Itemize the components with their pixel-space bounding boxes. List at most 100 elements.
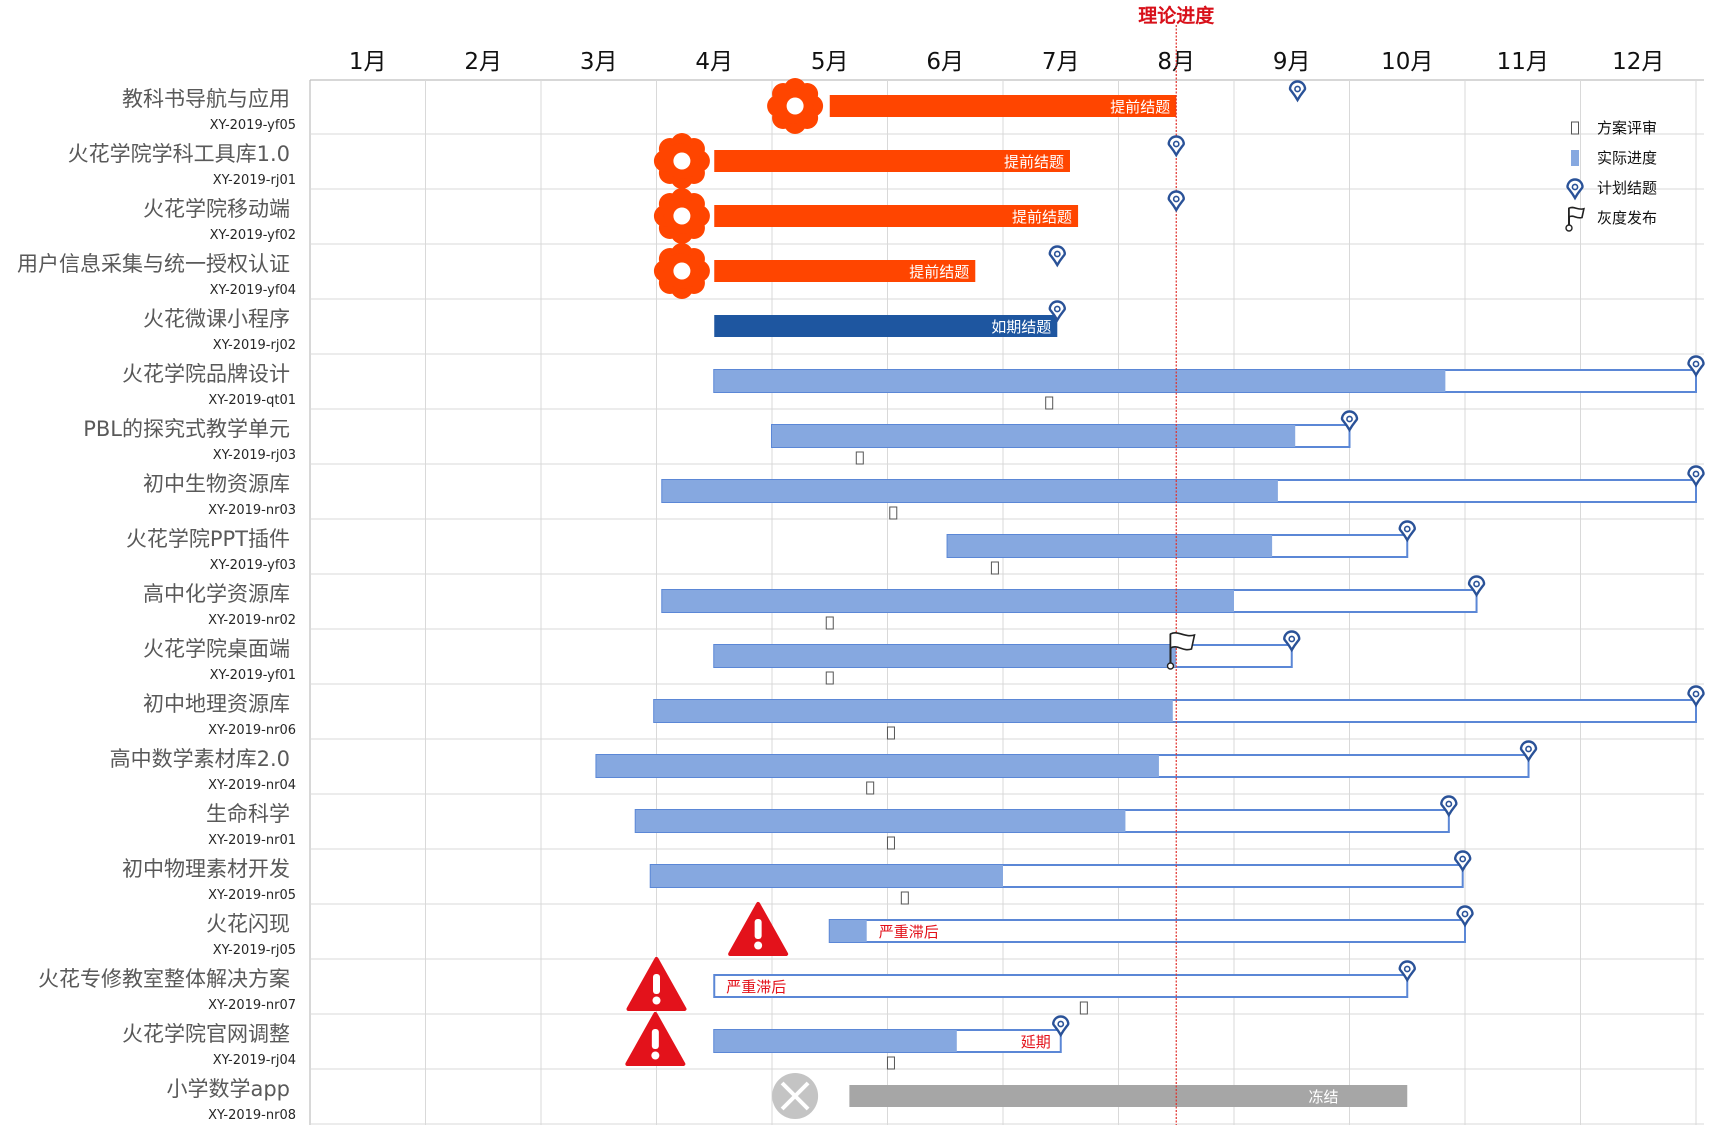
project-bar xyxy=(661,479,1697,503)
month-label: 7月 xyxy=(1042,49,1080,75)
status-label: 提前结题 xyxy=(1004,153,1064,171)
project-name: 火花学院桌面端 xyxy=(143,637,290,661)
actual-progress-bar xyxy=(829,920,867,942)
project-code: XY-2019-rj02 xyxy=(213,338,296,353)
plan-end-pin-icon xyxy=(1340,410,1359,433)
status-label: 延期 xyxy=(1021,1033,1051,1051)
plan-end-pin-icon xyxy=(1288,80,1307,103)
review-marker-icon xyxy=(886,726,895,740)
project-code: XY-2019-yf02 xyxy=(210,228,296,243)
project-name: 初中生物资源库 xyxy=(143,472,290,496)
project-code: XY-2019-yf03 xyxy=(210,558,296,573)
project-bar xyxy=(653,699,1698,723)
actual-progress-bar xyxy=(714,150,1070,172)
progress-swatch-icon xyxy=(1571,150,1579,166)
project-bar: 提前结题 xyxy=(653,188,1079,244)
project-name: 火花学院移动端 xyxy=(143,197,290,221)
project-labels: 教科书导航与应用 XY-2019-yf05 火花学院学科工具库1.0 XY-2019-… xyxy=(17,87,296,1123)
project-code: XY-2019-rj03 xyxy=(213,448,296,463)
actual-progress-bar xyxy=(662,480,1278,502)
review-marker-icon xyxy=(889,506,898,520)
project-bar xyxy=(713,644,1293,668)
flag-icon xyxy=(1565,206,1585,232)
project-bar: 提前结题 xyxy=(653,243,976,299)
month-label: 6月 xyxy=(926,49,964,75)
project-code: XY-2019-yf01 xyxy=(210,668,296,683)
status-label: 如期结题 xyxy=(991,318,1051,336)
legend-label: 灰度发布 xyxy=(1597,209,1657,227)
actual-progress-bar xyxy=(650,865,1003,887)
flower-icon xyxy=(653,243,710,299)
actual-progress-bar xyxy=(714,645,1177,667)
project-bar: 严重滞后 xyxy=(626,957,1409,1011)
project-code: XY-2019-nr07 xyxy=(208,998,296,1013)
review-marker-icon xyxy=(990,561,999,575)
actual-progress-bar xyxy=(829,95,1177,117)
status-label: 严重滞后 xyxy=(879,923,939,941)
actual-progress-bar xyxy=(714,1030,957,1052)
project-bar xyxy=(713,369,1697,393)
actual-progress-bar xyxy=(714,315,1058,337)
project-name: 火花学院品牌设计 xyxy=(122,362,290,386)
frozen-icon xyxy=(772,1073,819,1119)
review-marker-icon xyxy=(1571,121,1579,135)
plan-end-pin-icon xyxy=(1467,575,1486,598)
project-bar: 如期结题 xyxy=(714,315,1058,337)
month-label: 12月 xyxy=(1612,49,1664,75)
warning-icon xyxy=(728,902,789,956)
month-label: 11月 xyxy=(1497,49,1549,75)
project-name: 火花学院官网调整 xyxy=(122,1022,290,1046)
project-name: 火花专修教室整体解决方案 xyxy=(38,967,290,991)
project-name: 火花闪现 xyxy=(206,912,290,936)
flag-icon xyxy=(1166,632,1196,670)
project-name: 高中化学资源库 xyxy=(143,582,290,606)
legend-label: 实际进度 xyxy=(1597,149,1657,167)
project-code: XY-2019-yf05 xyxy=(210,118,296,133)
project-bar xyxy=(661,589,1478,613)
project-bar: 冻结 xyxy=(772,1073,1408,1119)
plan-end-pin-icon xyxy=(1566,178,1584,201)
plan-end-pin-icon xyxy=(1048,245,1066,268)
project-bar xyxy=(771,424,1351,448)
month-label: 2月 xyxy=(464,49,502,75)
project-name: 用户信息采集与统一授权认证 xyxy=(17,252,290,276)
actual-progress-bar xyxy=(947,535,1273,557)
actual-progress-bar xyxy=(714,370,1446,392)
project-name: 教科书导航与应用 xyxy=(122,87,290,111)
status-label: 提前结题 xyxy=(909,263,969,281)
status-label: 提前结题 xyxy=(1110,98,1170,116)
month-axis: 1月 2月 3月 4月 5月 6月 7月 8月 9月 10月 11月 12月 xyxy=(349,49,1664,75)
project-code: XY-2019-nr08 xyxy=(208,1108,296,1123)
project-code: XY-2019-nr01 xyxy=(208,833,296,848)
project-code: XY-2019-nr03 xyxy=(208,503,296,518)
project-bar: 严重滞后 xyxy=(728,902,1466,956)
project-name: 火花微课小程序 xyxy=(143,307,290,331)
project-bar xyxy=(634,809,1450,833)
review-marker-icon xyxy=(1045,396,1054,410)
review-marker-icon xyxy=(866,781,875,795)
project-name: 生命科学 xyxy=(206,802,290,826)
project-name: 初中地理资源库 xyxy=(143,692,290,716)
plan-end-pin-icon xyxy=(1453,850,1472,873)
project-code: XY-2019-nr02 xyxy=(208,613,296,628)
project-name: 高中数学素材库2.0 xyxy=(110,747,290,771)
plan-end-pin-icon xyxy=(1052,1015,1070,1038)
project-code: XY-2019-nr06 xyxy=(208,723,296,738)
project-code: XY-2019-qt01 xyxy=(208,393,296,408)
project-bar xyxy=(946,534,1409,558)
project-code: XY-2019-rj04 xyxy=(213,1053,296,1068)
project-bar: 提前结题 xyxy=(767,78,1177,134)
plan-end-pin-icon xyxy=(1167,135,1185,158)
project-bar xyxy=(595,754,1530,778)
plan-end-pin-icon xyxy=(1048,300,1066,323)
today-line-group: 理论进度 xyxy=(1138,4,1215,1125)
status-label: 冻结 xyxy=(1309,1088,1339,1106)
month-label: 4月 xyxy=(695,49,733,75)
project-bar: 提前结题 xyxy=(653,133,1070,189)
review-marker-icon xyxy=(825,671,834,685)
plan-end-pin-icon xyxy=(1456,905,1474,928)
month-label: 5月 xyxy=(811,49,849,75)
today-label: 理论进度 xyxy=(1138,4,1215,27)
actual-progress-bar xyxy=(635,810,1126,832)
